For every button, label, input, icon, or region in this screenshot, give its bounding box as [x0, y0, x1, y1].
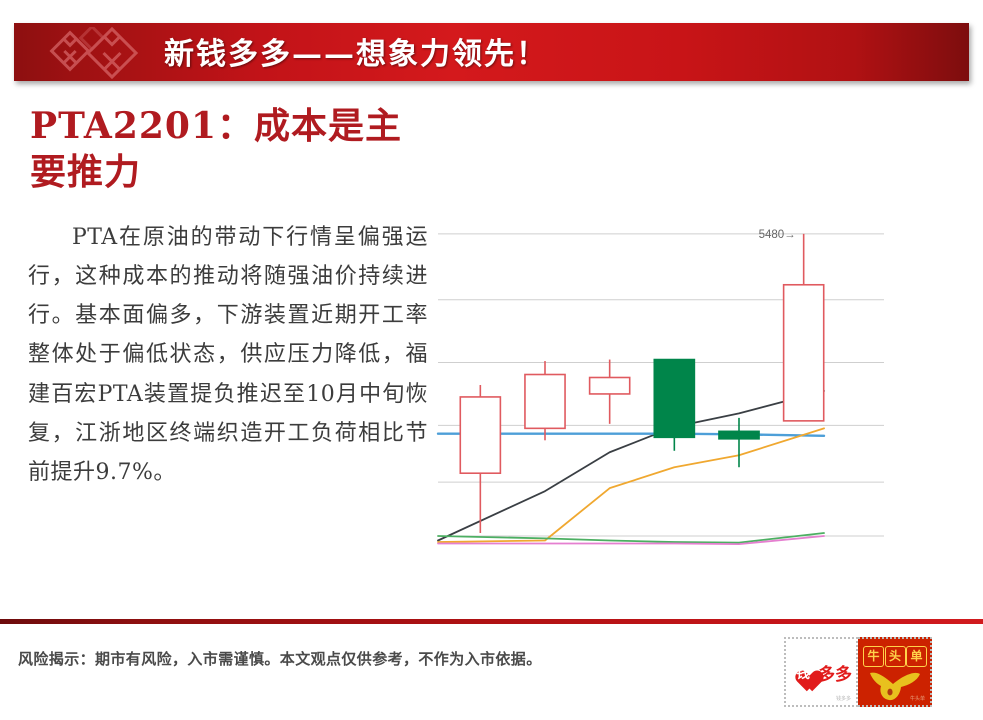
stamp-left-text: 多多: [818, 664, 852, 685]
stamp-right-chars: 牛 头 单: [863, 646, 927, 667]
stamp-char-2: 头: [884, 646, 906, 667]
price-annotation-label: 5480→: [759, 229, 796, 241]
stamp-char-1: 牛: [863, 646, 884, 667]
chart-candles: [459, 233, 825, 534]
stamp-right-micro: 牛头单: [909, 696, 925, 702]
bull-head-icon: [870, 672, 920, 701]
stamp-heart-char: 钱: [796, 666, 810, 682]
stamp-niutoudan: 牛 头 单 牛头单: [858, 637, 932, 707]
stamp-qianduoduo: 钱 多多 钱多多: [784, 637, 858, 707]
heart-icon: 钱: [790, 660, 816, 684]
chinese-knot-diamond-icon: [49, 27, 139, 79]
header-banner: 新钱多多——想象力领先！: [14, 23, 969, 81]
stamp-char-3: 单: [906, 646, 927, 667]
candlestick-chart: 5480→: [436, 196, 886, 546]
chart-ma-lines: [436, 390, 826, 545]
footer-divider: [0, 619, 983, 624]
stamp-left-micro: 钱多多: [835, 696, 851, 702]
footer-stamps: 钱 多多 钱多多 牛 头 单 牛头单: [784, 637, 932, 707]
footer-disclaimer: 风险揭示：期市有风险，入市需谨慎。本文观点仅供参考，不作为入市依据。: [18, 650, 542, 668]
chart-canvas: 5480→: [436, 229, 884, 545]
page-title: PTA2201：成本是主要推力: [30, 105, 403, 194]
header-title: 新钱多多——想象力领先！: [164, 37, 548, 73]
body-paragraph: PTA在原油的带动下行情呈偏强运行，这种成本的推动将随强油价持续进行。基本面偏多…: [28, 225, 428, 485]
